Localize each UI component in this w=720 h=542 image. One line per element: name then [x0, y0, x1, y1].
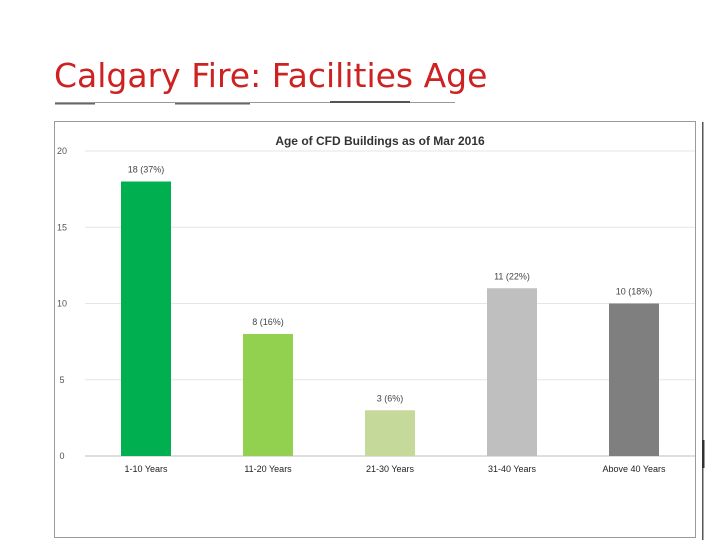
x-tick-label: Above 40 Years — [602, 464, 666, 474]
x-tick-label: 31-40 Years — [488, 464, 537, 474]
bar-2 — [243, 334, 293, 456]
bar-5 — [609, 303, 659, 456]
x-tick-label: 1-10 Years — [124, 464, 168, 474]
bar-3 — [365, 410, 415, 456]
slide-title: Calgary Fire: Facilities Age — [54, 56, 488, 95]
y-tick-label: 0 — [59, 451, 64, 461]
data-label: 10 (18%) — [616, 287, 653, 297]
bar-1 — [121, 181, 171, 456]
y-tick-label: 20 — [57, 146, 67, 156]
title-underline — [55, 101, 455, 105]
data-label: 8 (16%) — [252, 317, 284, 327]
data-label: 11 (22%) — [494, 271, 530, 281]
x-tick-label: 21-30 Years — [366, 464, 415, 474]
chart-title: Age of CFD Buildings as of Mar 2016 — [275, 134, 485, 148]
chart-frame: Age of CFD Buildings as of Mar 2016 0 5 10… — [54, 121, 696, 538]
data-label: 18 (37%) — [128, 165, 165, 175]
bar-chart: Age of CFD Buildings as of Mar 2016 0 5 10… — [57, 134, 695, 474]
y-tick-label: 10 — [57, 299, 67, 309]
side-decoration — [702, 122, 705, 540]
x-tick-label: 11-20 Years — [244, 464, 292, 474]
y-tick-label: 15 — [57, 222, 67, 232]
data-label: 3 (6%) — [377, 393, 404, 403]
y-tick-label: 5 — [59, 375, 64, 385]
bar-4 — [487, 288, 537, 456]
